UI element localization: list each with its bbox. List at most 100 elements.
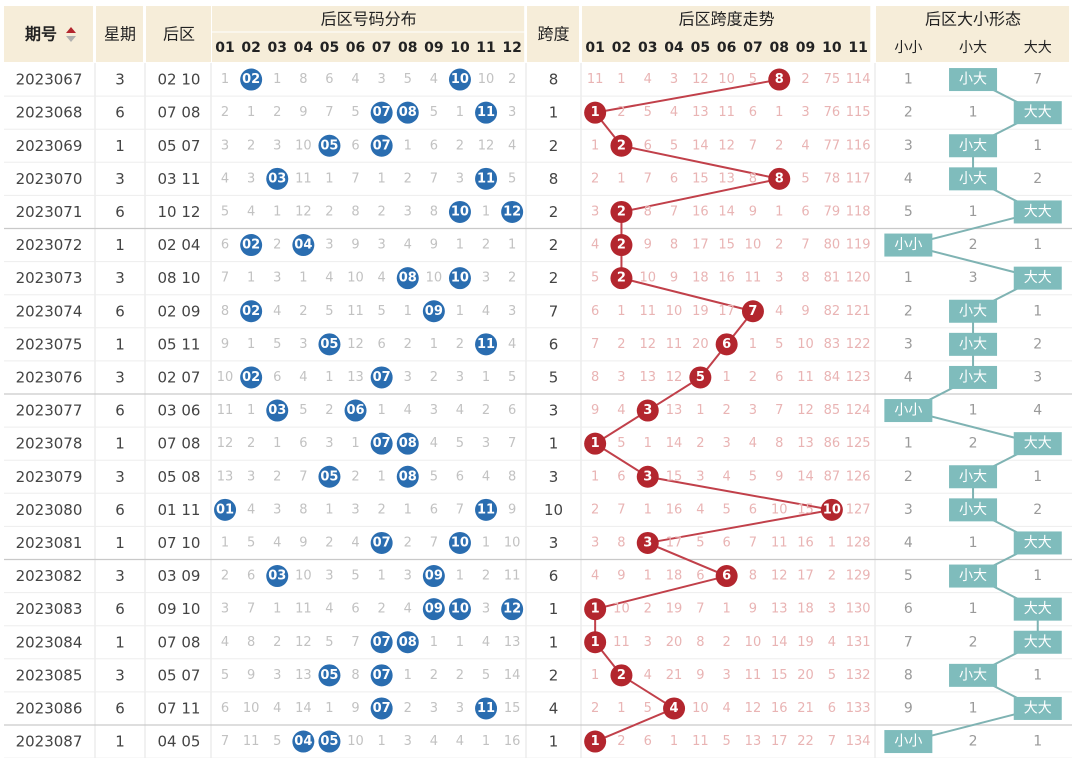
size-tag-label: 大大 xyxy=(1024,436,1052,452)
distribution-miss-value: 2 xyxy=(508,72,516,87)
span-trend-miss-value: 7 xyxy=(591,337,599,352)
distribution-miss-value: 2 xyxy=(325,535,333,550)
red-ball-label: 5 xyxy=(696,370,705,385)
size-tag-label: 小大 xyxy=(959,138,987,154)
distribution-miss-value: 5 xyxy=(299,403,307,418)
distribution-miss-value: 6 xyxy=(508,403,516,418)
issue-cell: 2023071 xyxy=(16,203,83,221)
back-numbers-cell: 02 09 xyxy=(158,302,201,320)
distribution-miss-value: 4 xyxy=(508,337,516,352)
span-trend-miss-value: 2 xyxy=(617,105,625,120)
weekday-cell: 6 xyxy=(115,203,125,221)
red-ball-label: 2 xyxy=(617,271,626,286)
distribution-miss-value: 7 xyxy=(430,535,438,550)
distribution-miss-value: 11 xyxy=(217,403,234,418)
issue-header-bg xyxy=(4,6,93,62)
issue-cell: 2023074 xyxy=(16,302,83,320)
back-numbers-cell: 05 11 xyxy=(158,335,201,353)
distribution-column-label: 10 xyxy=(450,40,470,56)
span-trend-miss-value: 15 xyxy=(692,171,709,186)
distribution-miss-value: 16 xyxy=(504,734,521,749)
span-trend-miss-value: 2 xyxy=(723,403,731,418)
distribution-miss-value: 10 xyxy=(295,569,312,584)
blue-ball-label: 05 xyxy=(320,668,338,683)
blue-ball-label: 05 xyxy=(320,734,338,749)
blue-ball xyxy=(318,134,341,157)
back-numbers-cell: 07 08 xyxy=(158,633,201,651)
blue-ball xyxy=(370,697,393,720)
span-trend-miss-value: 9 xyxy=(591,403,599,418)
span-trend-miss-value: 21 xyxy=(666,668,683,683)
span-trend-miss-value: 11 xyxy=(613,635,630,650)
span-trend-miss-value: 3 xyxy=(801,105,809,120)
span-trend-miss-value: 87 xyxy=(824,469,841,484)
span-trend-miss-value: 16 xyxy=(692,204,709,219)
span-trend-miss-value: 5 xyxy=(801,171,809,186)
size-form-header: 后区大小形态 xyxy=(925,10,1021,29)
size-tag-label: 大大 xyxy=(1024,634,1052,650)
red-ball-label: 7 xyxy=(748,304,757,319)
blue-ball xyxy=(448,200,471,223)
span-trend-column-label: 08 xyxy=(770,40,789,56)
blue-ball-label: 09 xyxy=(425,569,443,584)
size-miss-value: 1 xyxy=(969,601,978,617)
distribution-miss-value: 8 xyxy=(430,204,438,219)
distribution-miss-value: 6 xyxy=(221,238,229,253)
red-ball xyxy=(610,664,633,687)
red-ball xyxy=(584,101,607,124)
span-trend-miss-value: 128 xyxy=(846,535,871,550)
span-trend-miss-value: 12 xyxy=(639,337,656,352)
red-ball xyxy=(768,68,791,91)
blue-ball-label: 07 xyxy=(373,535,391,550)
distribution-column-label: 04 xyxy=(294,40,314,56)
span-trend-miss-value: 3 xyxy=(591,535,599,550)
sort-up-icon[interactable] xyxy=(66,27,76,33)
red-ball xyxy=(636,465,659,488)
distribution-miss-value: 8 xyxy=(508,469,516,484)
distribution-miss-value: 2 xyxy=(378,502,386,517)
blue-ball-label: 06 xyxy=(347,403,365,418)
size-miss-value: 4 xyxy=(1033,403,1042,419)
span-trend-miss-value: 12 xyxy=(666,370,683,385)
span-trend-miss-value: 80 xyxy=(824,238,841,253)
span-trend-miss-value: 6 xyxy=(670,171,678,186)
size-tag xyxy=(1013,200,1062,224)
blue-ball-label: 08 xyxy=(399,271,417,286)
size-miss-value: 3 xyxy=(904,502,913,518)
span-trend-miss-value: 4 xyxy=(644,72,652,87)
span-cell: 4 xyxy=(549,699,559,717)
blue-ball-label: 03 xyxy=(268,569,286,584)
size-miss-value: 1 xyxy=(1033,138,1042,154)
blue-ball xyxy=(370,432,393,455)
span-trend-miss-value: 6 xyxy=(723,535,731,550)
span-trend-miss-value: 11 xyxy=(692,734,709,749)
distribution-miss-value: 4 xyxy=(273,535,281,550)
distribution-miss-value: 9 xyxy=(299,105,307,120)
red-ball-label: 2 xyxy=(617,204,626,219)
distribution-miss-value: 1 xyxy=(430,635,438,650)
blue-ball-label: 12 xyxy=(503,204,521,219)
weekday-cell: 6 xyxy=(115,501,125,519)
distribution-miss-value: 1 xyxy=(325,171,333,186)
sort-down-icon[interactable] xyxy=(66,36,76,42)
distribution-miss-value: 2 xyxy=(456,668,464,683)
span-trend-miss-value: 14 xyxy=(666,436,683,451)
blue-ball xyxy=(266,167,289,190)
distribution-miss-value: 5 xyxy=(247,535,255,550)
size-miss-value: 1 xyxy=(904,270,913,286)
blue-ball-label: 07 xyxy=(373,635,391,650)
blue-ball xyxy=(396,631,419,654)
span-cell: 7 xyxy=(549,302,559,320)
span-trend-miss-value: 1 xyxy=(617,304,625,319)
span-cell: 5 xyxy=(549,368,559,386)
distribution-miss-value: 5 xyxy=(325,304,333,319)
distribution-miss-value: 2 xyxy=(273,469,281,484)
weekday-cell: 6 xyxy=(115,699,125,717)
span-trend-miss-value: 6 xyxy=(801,204,809,219)
distribution-miss-value: 3 xyxy=(325,569,333,584)
distribution-miss-value: 14 xyxy=(295,701,312,716)
size-tag-label: 小大 xyxy=(959,336,987,352)
span-trend-miss-value: 14 xyxy=(718,204,735,219)
span-trend-miss-value: 8 xyxy=(591,370,599,385)
